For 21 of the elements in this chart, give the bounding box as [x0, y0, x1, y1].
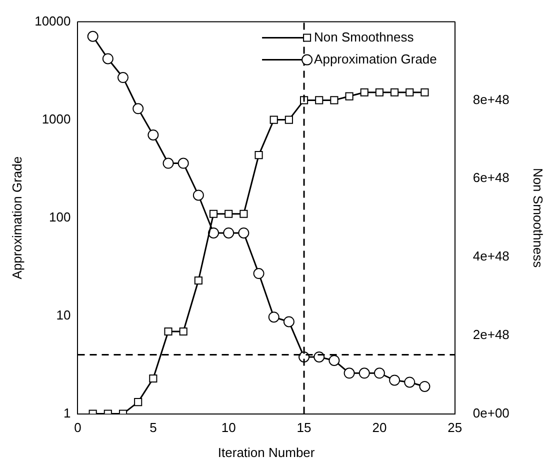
y2-tick-label: 0e+00 [472, 405, 510, 420]
y-tick-label: 1 [64, 405, 71, 420]
x-tick-label: 5 [150, 420, 157, 436]
x-tick-label: 20 [372, 420, 387, 436]
x-tick-label: 10 [221, 420, 236, 436]
y2-tick-label: 6e+48 [472, 170, 510, 186]
y2-tick-label: 2e+48 [472, 326, 510, 342]
y2-tick-label: 8e+48 [472, 92, 510, 107]
x-tick-label: 25 [448, 420, 462, 436]
x-tick-label: 15 [296, 420, 312, 436]
legend-label: Approximation Grade [314, 51, 437, 66]
y-tick-label: 10000 [34, 13, 71, 28]
legend-label: Non Smoothness [314, 29, 414, 44]
x-tick-label: 0 [74, 420, 82, 436]
y2-tick-label: 4e+48 [472, 248, 510, 264]
y2-axis-title: Non Smoothness [530, 168, 546, 268]
y-tick-label: 100 [49, 209, 71, 224]
y-tick-label: 10 [56, 307, 71, 322]
y-axis-title: Approximation Grade [9, 156, 24, 280]
y-tick-label: 1000 [42, 111, 71, 126]
x-axis-title: Iteration Number [218, 444, 316, 460]
